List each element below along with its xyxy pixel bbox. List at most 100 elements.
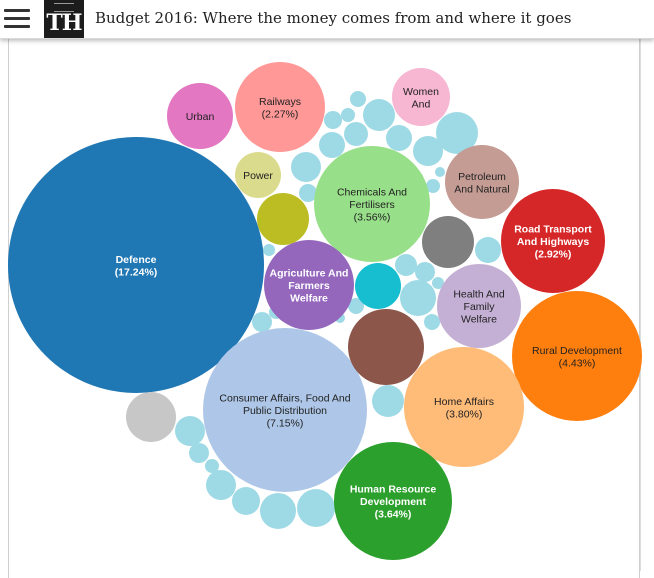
small-bubble[interactable] bbox=[400, 280, 436, 316]
bubble-label: Petroleum bbox=[458, 171, 506, 183]
small-bubble[interactable] bbox=[436, 112, 478, 154]
bubble-urban[interactable]: Urban bbox=[167, 83, 233, 149]
bubble-label: Welfare bbox=[461, 314, 497, 326]
small-bubble[interactable] bbox=[413, 136, 443, 166]
small-bubble[interactable] bbox=[426, 179, 440, 193]
bubble-label: Home Affairs bbox=[434, 396, 494, 408]
bubble-label: Urban bbox=[186, 111, 215, 123]
small-bubble[interactable] bbox=[205, 459, 219, 473]
small-bubble[interactable] bbox=[424, 314, 440, 330]
bubble-circle bbox=[235, 62, 325, 152]
bubble-circle bbox=[437, 264, 521, 348]
divider bbox=[640, 38, 641, 571]
bubble-rural-development[interactable]: Rural Development(4.43%) bbox=[512, 291, 642, 421]
top-bar: TH Budget 2016: Where the money comes fr… bbox=[0, 0, 654, 39]
small-bubble[interactable] bbox=[475, 237, 501, 263]
bubble-circle bbox=[392, 68, 450, 126]
small-bubble[interactable] bbox=[189, 443, 209, 463]
bubble-power[interactable]: Power bbox=[235, 152, 281, 198]
small-bubble[interactable] bbox=[350, 91, 366, 107]
small-bubble[interactable] bbox=[206, 470, 236, 500]
bubble-circle bbox=[126, 392, 176, 442]
bubble-circle bbox=[348, 309, 424, 385]
bubble-label: And Natural bbox=[454, 183, 509, 195]
bubble-circle bbox=[257, 193, 309, 245]
bubble-label: (3.64%) bbox=[375, 509, 412, 521]
bubble-circle bbox=[445, 145, 519, 219]
small-bubble[interactable] bbox=[291, 152, 321, 182]
small-bubble[interactable] bbox=[324, 111, 342, 129]
bubble-brown[interactable] bbox=[348, 309, 424, 385]
bubble-circle bbox=[167, 83, 233, 149]
bubble-label: Fertilisers bbox=[349, 199, 395, 211]
logo-text: TH bbox=[46, 10, 82, 36]
bubble-label: Railways bbox=[259, 96, 301, 108]
small-bubble[interactable] bbox=[386, 125, 412, 151]
bubble-circle bbox=[404, 347, 524, 467]
small-bubble[interactable] bbox=[363, 99, 395, 131]
bubble-circle bbox=[264, 240, 354, 330]
bubble-label: (2.27%) bbox=[262, 108, 299, 120]
small-bubble[interactable] bbox=[341, 108, 355, 122]
small-bubble[interactable] bbox=[435, 167, 445, 177]
bubble-teal[interactable] bbox=[355, 263, 401, 309]
bubble-defence[interactable]: Defence(17.24%) bbox=[8, 137, 264, 393]
small-bubble[interactable] bbox=[344, 122, 368, 146]
bubble-circle bbox=[422, 216, 474, 268]
small-bubble[interactable] bbox=[252, 312, 272, 332]
site-logo[interactable]: TH bbox=[44, 0, 84, 38]
bubble-label: Human Resource bbox=[350, 484, 437, 496]
small-bubble[interactable] bbox=[232, 487, 260, 515]
bubble-label: Agriculture And bbox=[270, 268, 349, 280]
bubble-label: (4.43%) bbox=[559, 357, 596, 369]
small-bubble[interactable] bbox=[432, 277, 444, 289]
bubble-circle bbox=[512, 291, 642, 421]
bubble-label: And Highways bbox=[517, 236, 590, 248]
small-bubble[interactable] bbox=[299, 184, 317, 202]
bubble-circle bbox=[501, 189, 605, 293]
chart-frame bbox=[8, 38, 640, 578]
small-bubble[interactable] bbox=[348, 298, 364, 314]
bubble-label: Rural Development bbox=[532, 345, 622, 357]
small-bubble[interactable] bbox=[175, 416, 205, 446]
bubble-olive[interactable] bbox=[257, 193, 309, 245]
small-bubble[interactable] bbox=[319, 132, 345, 158]
small-bubble[interactable] bbox=[260, 493, 296, 529]
bubble-label: Health And bbox=[453, 289, 505, 301]
bubble-label: Farmers bbox=[288, 280, 330, 292]
bubble-label: (2.92%) bbox=[535, 249, 572, 261]
hamburger-menu-icon[interactable] bbox=[4, 9, 30, 29]
small-bubble[interactable] bbox=[263, 244, 275, 256]
bubble-label: (3.56%) bbox=[354, 212, 391, 224]
bubble-label: And bbox=[412, 98, 431, 110]
bubble-dark-gray[interactable] bbox=[422, 216, 474, 268]
small-bubble[interactable] bbox=[415, 262, 435, 282]
bubble-home-affairs[interactable]: Home Affairs(3.80%) bbox=[404, 347, 524, 467]
bubble-railways[interactable]: Railways(2.27%) bbox=[235, 62, 325, 152]
small-bubble[interactable] bbox=[395, 254, 417, 276]
bubble-label: (7.15%) bbox=[267, 418, 304, 430]
logo-crest-icon bbox=[54, 3, 74, 12]
bubble-label: Family bbox=[464, 301, 496, 313]
bubble-label: Welfare bbox=[290, 293, 328, 305]
bubble-label: Development bbox=[360, 496, 426, 508]
bubble-label: Chemicals And bbox=[337, 187, 407, 199]
small-bubble[interactable] bbox=[372, 385, 404, 417]
bubble-label: Consumer Affairs, Food And bbox=[219, 393, 350, 405]
bubble-label: Power bbox=[243, 170, 273, 182]
small-bubble[interactable] bbox=[297, 489, 335, 527]
bubble-circle bbox=[235, 152, 281, 198]
bubble-circle bbox=[8, 137, 264, 393]
bubble-label: (17.24%) bbox=[115, 266, 158, 278]
bubble-label: Women bbox=[403, 86, 439, 98]
bubble-light-gray[interactable] bbox=[126, 392, 176, 442]
